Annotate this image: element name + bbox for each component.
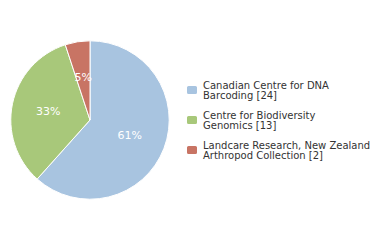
svg-text:Canadian Centre for DNA: Canadian Centre for DNA <box>203 79 329 91</box>
svg-text:33%: 33% <box>36 105 60 118</box>
svg-text:Arthropod Collection [2]: Arthropod Collection [2] <box>203 150 323 161</box>
svg-text:Genomics [13]: Genomics [13] <box>203 120 276 131</box>
svg-text:Barcoding [24]: Barcoding [24] <box>203 90 277 101</box>
svg-text:Landcare Research, New Zealand: Landcare Research, New Zealand <box>203 139 371 151</box>
svg-text:61%: 61% <box>118 129 142 142</box>
svg-text:Centre for Biodiversity: Centre for Biodiversity <box>203 109 316 121</box>
svg-text:5%: 5% <box>75 71 92 84</box>
